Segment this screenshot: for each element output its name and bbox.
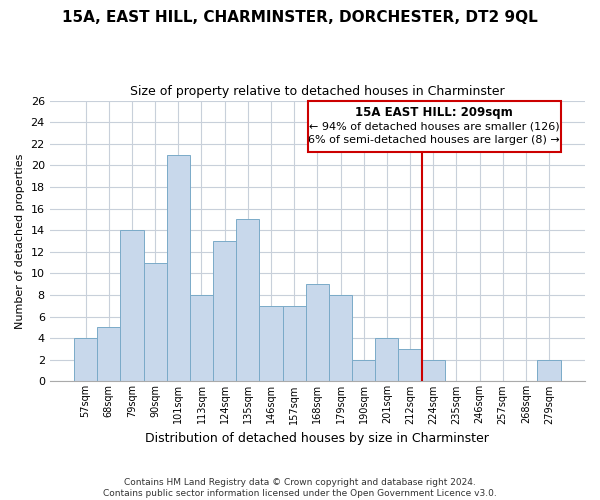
Bar	[121, 230, 143, 382]
Bar	[329, 295, 352, 382]
Bar	[190, 295, 213, 382]
Bar	[308, 100, 560, 152]
Bar	[236, 220, 259, 382]
Bar	[143, 262, 167, 382]
Bar	[74, 338, 97, 382]
Bar	[97, 328, 121, 382]
Y-axis label: Number of detached properties: Number of detached properties	[15, 154, 25, 328]
Bar	[422, 360, 445, 382]
Text: 15A, EAST HILL, CHARMINSTER, DORCHESTER, DT2 9QL: 15A, EAST HILL, CHARMINSTER, DORCHESTER,…	[62, 10, 538, 25]
Bar	[375, 338, 398, 382]
Bar	[398, 349, 422, 382]
Text: 15A EAST HILL: 209sqm: 15A EAST HILL: 209sqm	[355, 106, 513, 119]
Text: 6% of semi-detached houses are larger (8) →: 6% of semi-detached houses are larger (8…	[308, 135, 560, 145]
Bar	[259, 306, 283, 382]
Text: Contains HM Land Registry data © Crown copyright and database right 2024.
Contai: Contains HM Land Registry data © Crown c…	[103, 478, 497, 498]
X-axis label: Distribution of detached houses by size in Charminster: Distribution of detached houses by size …	[145, 432, 489, 445]
Bar	[167, 154, 190, 382]
Bar	[352, 360, 375, 382]
Text: ← 94% of detached houses are smaller (126): ← 94% of detached houses are smaller (12…	[309, 121, 560, 131]
Bar	[306, 284, 329, 382]
Bar	[538, 360, 560, 382]
Bar	[283, 306, 306, 382]
Title: Size of property relative to detached houses in Charminster: Size of property relative to detached ho…	[130, 85, 505, 98]
Bar	[213, 241, 236, 382]
